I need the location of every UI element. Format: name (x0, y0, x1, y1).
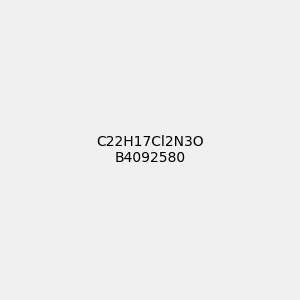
Text: C22H17Cl2N3O
B4092580: C22H17Cl2N3O B4092580 (96, 135, 204, 165)
